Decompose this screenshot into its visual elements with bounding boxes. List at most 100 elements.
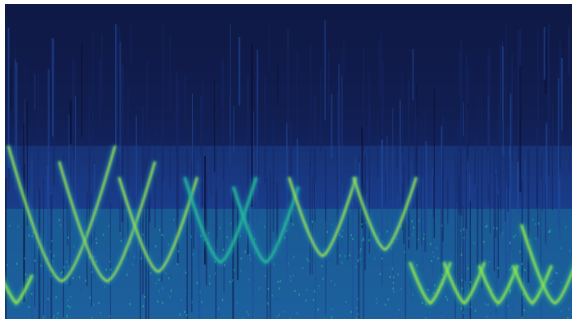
texture-dot-271	[233, 269, 235, 272]
call-sweep-5	[232, 186, 300, 264]
texture-dot-65	[63, 266, 65, 269]
texture-dot-262	[312, 298, 315, 301]
texture-dot-78	[432, 251, 434, 254]
texture-dot-362	[91, 271, 93, 274]
texture-dot-399	[359, 257, 361, 260]
texture-dot-370	[60, 272, 62, 275]
texture-dot-174	[331, 223, 333, 226]
texture-dot-395	[67, 265, 70, 268]
texture-dot-293	[334, 283, 336, 286]
texture-dot-64	[552, 280, 554, 283]
texture-dot-219	[149, 272, 152, 275]
texture-dot-356	[133, 255, 135, 259]
texture-dot-206	[322, 277, 324, 280]
texture-dot-372	[507, 253, 510, 257]
texture-dot-201	[185, 314, 188, 317]
texture-dot-46	[65, 260, 68, 263]
texture-dot-253	[485, 225, 487, 228]
texture-dot-389	[180, 298, 183, 302]
texture-dot-50	[429, 242, 432, 246]
texture-dot-123	[509, 241, 511, 244]
call-sweep-10	[478, 265, 519, 305]
texture-dot-384	[57, 312, 59, 315]
texture-dot-73	[200, 234, 202, 237]
texture-dot-18	[376, 301, 378, 305]
texture-dot-236	[65, 281, 68, 284]
texture-dot-85	[432, 292, 435, 295]
texture-dot-325	[158, 278, 160, 281]
texture-dot-120	[423, 233, 425, 236]
texture-dot-359	[300, 227, 302, 231]
texture-dot-377	[329, 258, 332, 261]
texture-dot-216	[109, 260, 111, 263]
texture-dot-241	[355, 265, 357, 269]
texture-dot-307	[324, 278, 327, 281]
texture-dot-10	[509, 268, 511, 271]
texture-dot-264	[109, 232, 111, 235]
texture-dot-188	[460, 271, 462, 274]
call-sweep-8	[408, 261, 452, 305]
texture-dot-167	[55, 316, 58, 319]
texture-dot-406	[159, 229, 161, 232]
texture-dot-108	[89, 296, 91, 299]
texture-dot-195	[418, 219, 420, 222]
texture-dot-398	[209, 282, 211, 285]
texture-dot-8	[230, 222, 232, 225]
texture-dot-278	[512, 226, 514, 229]
texture-dot-336	[71, 256, 73, 260]
texture-dot-224	[42, 316, 45, 319]
texture-dot-103	[473, 242, 475, 245]
texture-dot-146	[271, 294, 274, 297]
call-sweep-0	[5, 274, 34, 305]
spectrogram-plot	[5, 4, 572, 319]
texture-dot-269	[50, 275, 53, 278]
texture-dot-13	[560, 281, 562, 284]
texture-dot-181	[398, 308, 400, 311]
texture-dot-283	[549, 228, 552, 232]
texture-dot-212	[421, 301, 423, 305]
texture-dot-82	[271, 240, 273, 244]
texture-dot-32	[493, 226, 495, 230]
texture-dot-171	[496, 227, 498, 230]
texture-dot-112	[95, 241, 98, 245]
texture-dot-2	[463, 236, 465, 240]
texture-dot-256	[24, 273, 27, 276]
texture-dot-45	[6, 263, 8, 267]
texture-dot-125	[400, 287, 402, 291]
texture-dot-320	[236, 301, 238, 304]
texture-dot-220	[556, 272, 559, 275]
texture-dot-258	[386, 230, 389, 233]
texture-dot-22	[102, 233, 105, 236]
texture-dot-122	[439, 311, 442, 314]
texture-dot-226	[320, 264, 323, 268]
texture-dot-319	[556, 281, 558, 284]
texture-dot-164	[433, 255, 435, 258]
texture-dot-145	[91, 316, 93, 319]
texture-dot-189	[334, 295, 337, 298]
texture-dot-91	[107, 225, 110, 228]
texture-dot-402	[273, 263, 275, 266]
texture-dot-192	[323, 248, 325, 251]
texture-dot-134	[460, 253, 463, 256]
call-event-layer	[5, 144, 572, 308]
texture-dot-194	[163, 297, 165, 300]
texture-dot-41	[296, 312, 298, 315]
texture-dot-229	[239, 235, 242, 238]
texture-dot-71	[229, 280, 231, 284]
texture-dot-80	[276, 315, 279, 318]
texture-dot-261	[264, 274, 266, 278]
texture-dot-26	[258, 287, 261, 290]
texture-dot-400	[165, 272, 167, 275]
texture-dot-40	[397, 273, 399, 276]
texture-dot-250	[287, 262, 290, 265]
texture-dot-153	[80, 289, 82, 292]
texture-dot-276	[437, 257, 439, 260]
texture-dot-24	[486, 224, 488, 227]
texture-dot-157	[331, 307, 333, 310]
texture-dot-312	[330, 279, 332, 283]
texture-dot-141	[201, 303, 204, 306]
texture-dot-175	[31, 235, 33, 238]
texture-dot-274	[568, 308, 570, 311]
texture-dot-317	[155, 282, 157, 285]
texture-dot-376	[392, 287, 394, 290]
